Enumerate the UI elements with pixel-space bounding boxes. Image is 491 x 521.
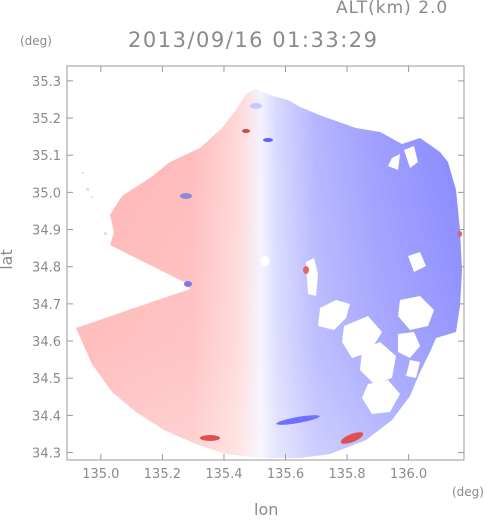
x-tick-label: 135.0 [82, 467, 119, 482]
x-axis-unit: (deg) [452, 485, 484, 499]
isolated-echoes [82, 172, 107, 235]
plot-frame [66, 65, 465, 461]
y-tick-label: 34.5 [32, 372, 61, 387]
x-tick-label: 136.0 [390, 467, 427, 482]
x-axis: 135.0 135.2 135.4 135.6 135.8 136.0 [82, 66, 427, 482]
y-tick-label: 34.9 [32, 224, 61, 239]
x-tick-label: 135.4 [205, 467, 242, 482]
y-tick-label: 34.7 [32, 298, 61, 313]
y-tick-label: 34.3 [32, 447, 61, 462]
y-tick-label: 35.2 [32, 112, 61, 127]
y-tick-label: 35.0 [32, 186, 61, 201]
x-axis-label: lon [254, 500, 279, 519]
y-axis-unit: (deg) [20, 34, 52, 48]
y-tick-label: 34.6 [32, 335, 61, 350]
x-tick-label: 135.8 [328, 467, 365, 482]
no-echo-areas [306, 146, 434, 414]
timestamp-title: 2013/09/16 01:33:29 [128, 28, 379, 52]
y-tick-label: 34.4 [32, 409, 61, 424]
x-tick-label: 135.2 [144, 467, 181, 482]
echo-field [76, 89, 462, 458]
y-axis: 35.3 35.2 35.1 35.0 34.9 34.8 34.7 34.6 34.5 34.4… [32, 75, 464, 462]
y-tick-label: 35.3 [32, 75, 61, 90]
y-tick-label: 34.8 [32, 261, 61, 276]
x-tick-label: 135.6 [267, 467, 304, 482]
altitude-label: ALT(km) 2.0 [336, 0, 449, 18]
y-tick-label: 35.1 [32, 149, 61, 164]
velocity-artifacts [180, 103, 462, 444]
radar-site-marker [260, 256, 270, 266]
